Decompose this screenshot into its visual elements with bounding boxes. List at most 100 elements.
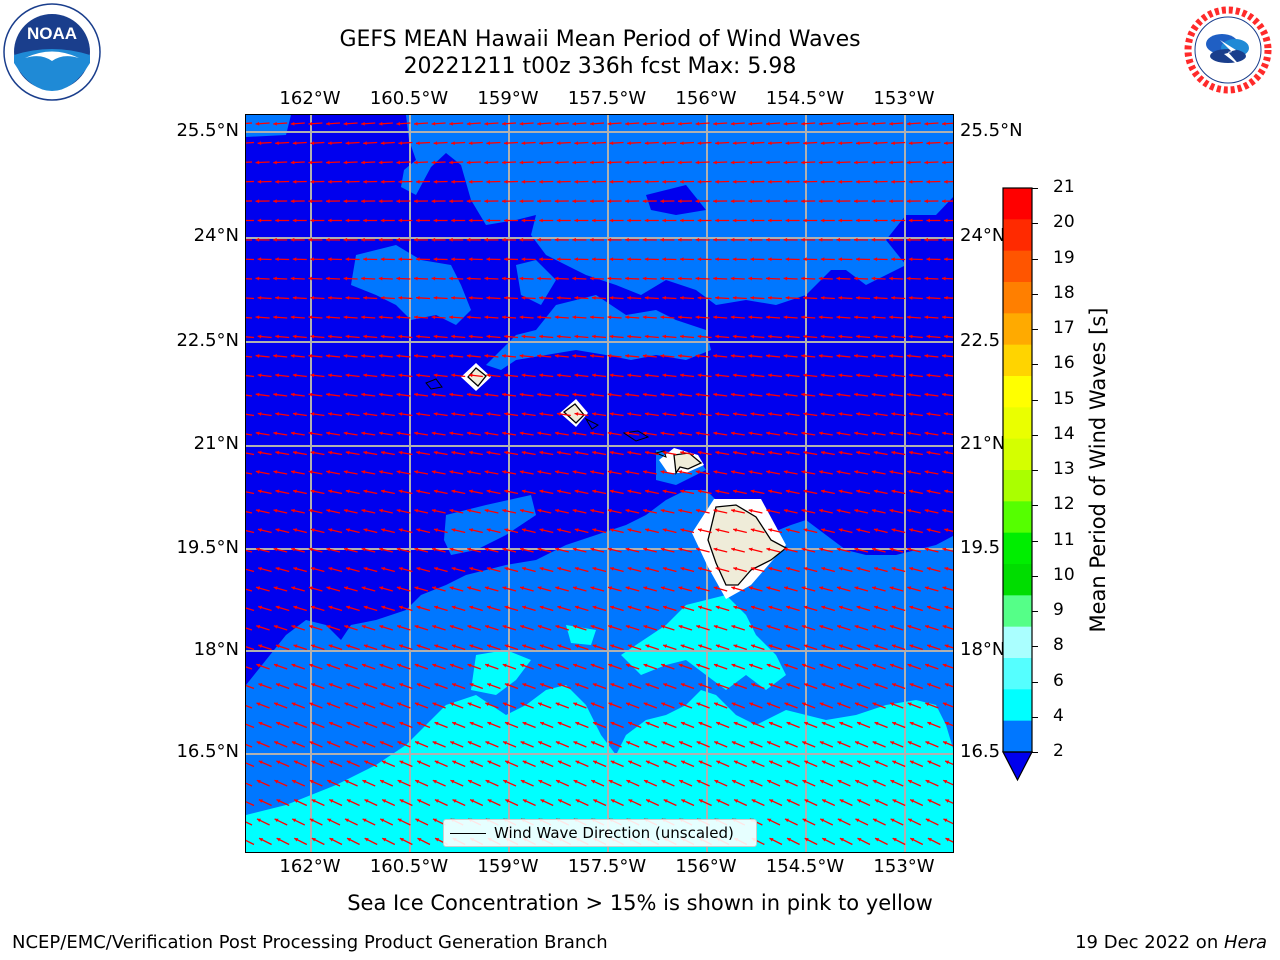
- wind-wave-arrowhead: [818, 237, 823, 242]
- wind-wave-arrowhead: [697, 528, 702, 532]
- wind-wave-arrowhead: [748, 431, 753, 436]
- wind-wave-arrowhead: [414, 392, 418, 397]
- wind-wave-arrowhead: [257, 295, 262, 300]
- wind-wave-arrowhead: [257, 179, 262, 184]
- noaa-logo: NOAA: [3, 3, 101, 101]
- wind-wave-arrowhead: [801, 276, 805, 281]
- wind-wave-arrow: [246, 607, 255, 612]
- wind-wave-arrowhead: [310, 334, 315, 339]
- wind-wave-arrowhead: [695, 160, 700, 165]
- wind-wave-arrowhead: [715, 218, 719, 223]
- wind-wave-arrowhead: [944, 141, 948, 146]
- wind-wave-arrowhead: [539, 218, 543, 223]
- wind-wave-arrowhead: [819, 586, 824, 590]
- wind-wave-arrowhead: [378, 121, 383, 126]
- wind-wave-arrowhead: [592, 605, 597, 610]
- wind-wave-arrowhead: [556, 295, 561, 300]
- wind-wave-arrowhead: [856, 450, 861, 455]
- wind-wave-arrowhead: [854, 199, 858, 204]
- wind-wave-arrowhead: [467, 586, 472, 590]
- wind-wave-arrowhead: [379, 470, 383, 474]
- wind-wave-arrowhead: [326, 702, 331, 707]
- wind-wave-arrowhead: [730, 276, 735, 281]
- wind-wave-arrowhead: [856, 566, 861, 571]
- wind-wave-arrowhead: [450, 741, 455, 745]
- wind-wave-arrowhead: [821, 644, 826, 649]
- wind-wave-arrowhead: [433, 373, 438, 378]
- wind-wave-arrowhead: [713, 276, 717, 281]
- wind-wave-arrowhead: [854, 547, 859, 552]
- wind-wave-arrowhead: [363, 412, 368, 416]
- wind-wave-arrowhead: [292, 779, 297, 784]
- wind-wave-arrowhead: [662, 334, 667, 339]
- wind-wave-arrowhead: [906, 276, 911, 281]
- wind-wave-arrowhead: [292, 334, 297, 339]
- wind-wave-arrowhead: [574, 218, 578, 223]
- wind-wave-arrowhead: [364, 683, 368, 687]
- wind-wave-arrowhead: [803, 179, 807, 184]
- wind-wave-arrowhead: [856, 295, 860, 300]
- wind-wave-arrowhead: [625, 547, 630, 552]
- wind-wave-arrowhead: [715, 566, 720, 571]
- wind-wave-arrowhead: [733, 683, 738, 687]
- wind-wave-arrowhead: [362, 702, 367, 707]
- wind-wave-arrowhead: [818, 392, 823, 397]
- wind-wave-arrowhead: [713, 354, 717, 358]
- colorbar-tick-label: 17: [1053, 318, 1075, 338]
- wind-wave-arrowhead: [399, 644, 404, 649]
- wind-wave-arrowhead: [839, 838, 844, 842]
- wind-wave-arrowhead: [715, 334, 719, 339]
- wind-wave-arrowhead: [466, 199, 471, 204]
- island-land: [467, 367, 788, 586]
- wind-wave-arrowhead: [434, 721, 439, 726]
- wind-wave-arrowhead: [416, 373, 420, 378]
- wind-wave-arrowhead: [644, 257, 649, 262]
- wind-wave-arrowhead: [274, 779, 279, 784]
- wind-wave-arrowhead: [821, 528, 826, 532]
- wind-wave-arrowhead: [942, 586, 947, 590]
- wind-wave-arrowhead: [311, 644, 316, 649]
- wind-wave-arrowhead: [451, 489, 456, 494]
- wind-wave-arrowhead: [751, 644, 756, 649]
- wind-wave-arrowhead: [574, 412, 579, 416]
- wind-wave-arrowhead: [519, 160, 524, 165]
- wind-wave-arrowhead: [766, 392, 770, 397]
- wind-wave-arrowhead: [449, 625, 454, 629]
- wind-wave-arrowhead: [643, 702, 648, 707]
- wind-wave-arrowhead: [854, 470, 859, 474]
- wind-wave-arrowhead: [872, 625, 877, 629]
- wind-wave-arrowhead: [521, 528, 526, 532]
- wind-wave-arrowhead: [783, 276, 788, 281]
- wind-wave-arrowhead: [503, 741, 508, 745]
- wind-wave-arrowhead: [346, 721, 351, 726]
- wind-wave-arrowhead: [818, 315, 823, 320]
- wind-wave-arrowhead: [572, 276, 577, 281]
- wind-wave-arrowhead: [293, 760, 298, 765]
- wind-wave-arrowhead: [906, 315, 911, 320]
- wind-wave-arrowhead: [504, 683, 509, 687]
- wind-wave-arrowhead: [748, 392, 753, 397]
- wind-wave-arrowhead: [311, 838, 316, 842]
- wind-wave-arrowhead: [466, 276, 471, 281]
- wind-wave-arrowhead: [433, 179, 438, 184]
- wind-wave-arrowhead: [310, 373, 315, 378]
- wind-wave-arrowhead: [945, 799, 950, 803]
- wind-wave-arrowhead: [255, 392, 260, 397]
- wind-wave-arrowhead: [925, 779, 930, 784]
- wind-wave-arrowhead: [926, 218, 930, 223]
- wind-wave-arrowhead: [343, 508, 348, 513]
- wind-wave-arrowhead: [626, 702, 631, 707]
- wind-wave-arrowhead: [414, 431, 418, 436]
- wind-wave-arrowhead: [944, 257, 948, 262]
- wind-wave-arrowhead: [801, 431, 806, 436]
- wind-wave-arrowhead: [273, 354, 277, 358]
- wind-wave-arrowhead: [944, 605, 949, 610]
- wind-wave-arrowhead: [731, 470, 735, 474]
- wind-wave-arrowhead: [382, 838, 387, 842]
- wind-wave-arrowhead: [822, 799, 827, 803]
- wind-wave-arrowhead: [449, 199, 453, 204]
- wind-wave-arrowhead: [748, 315, 753, 320]
- wind-wave-arrowhead: [328, 141, 332, 146]
- wind-wave-arrowhead: [784, 663, 789, 668]
- wind-wave-arrowhead: [924, 160, 929, 165]
